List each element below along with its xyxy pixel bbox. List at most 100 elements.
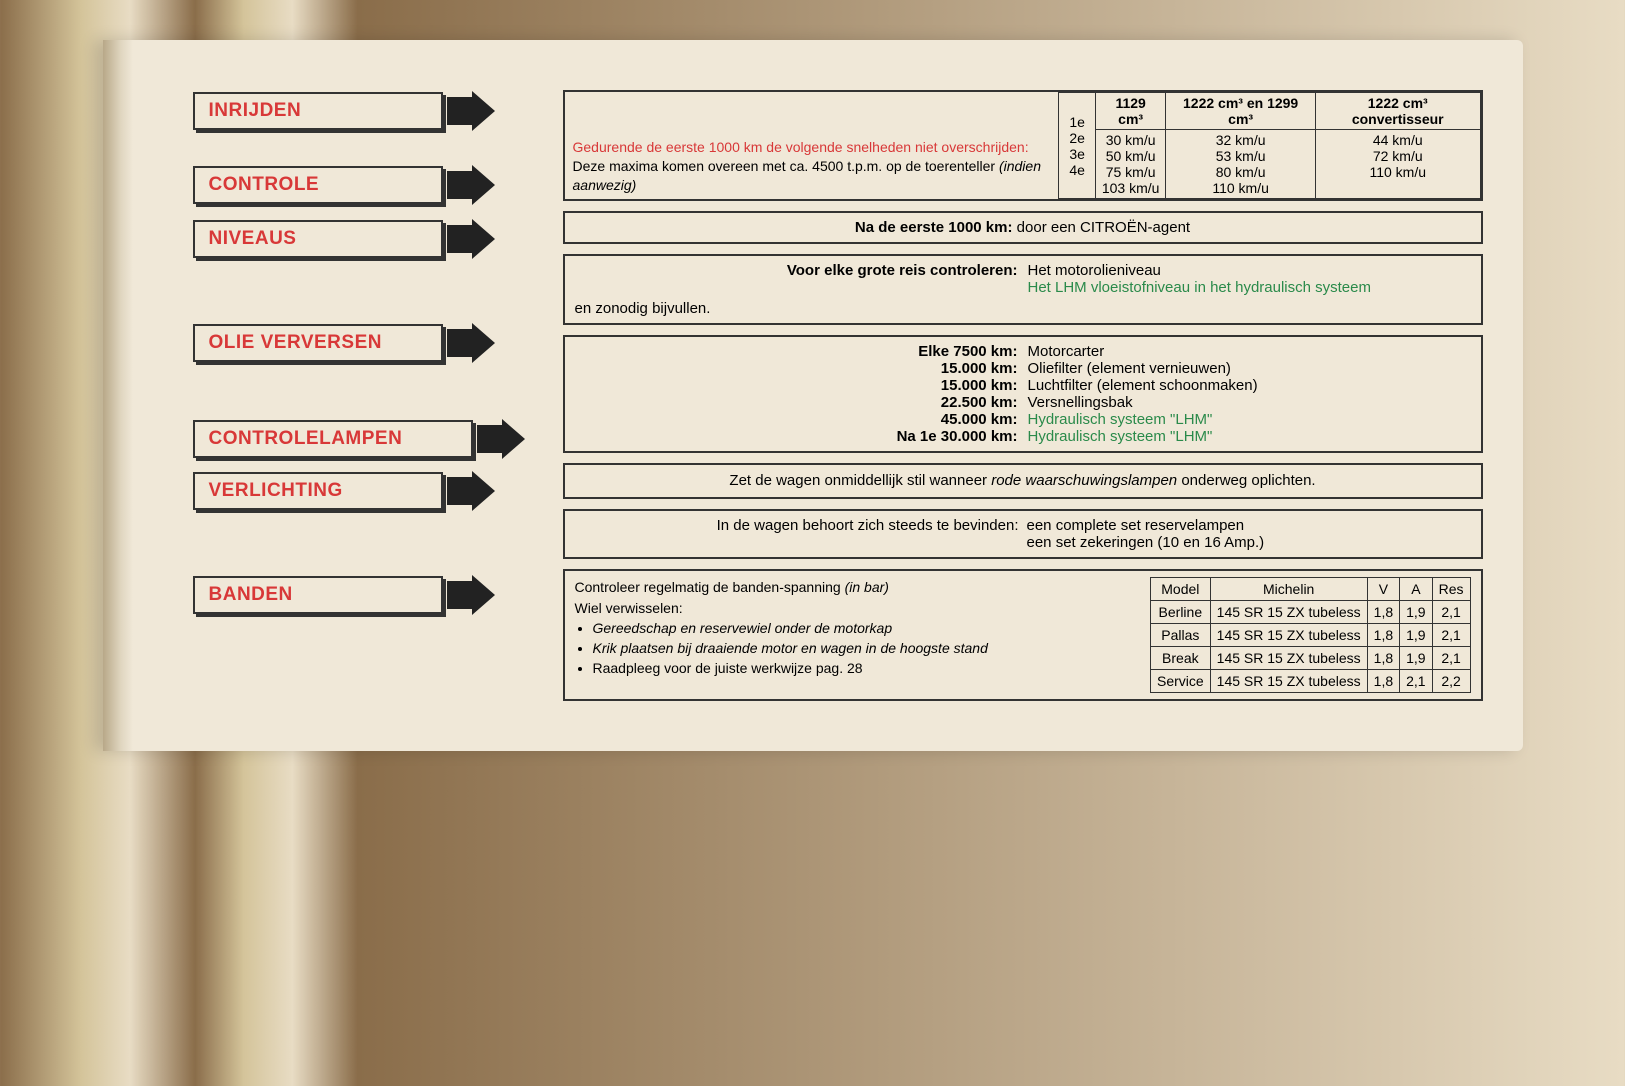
td: 1,9 [1400, 647, 1432, 670]
banden-t2: Wiel verwisselen: [575, 600, 683, 616]
tag-label: NIVEAUS [193, 220, 443, 258]
arrow-right-icon [447, 165, 497, 205]
td: 1,8 [1367, 670, 1399, 693]
td: Break [1150, 647, 1210, 670]
verlicht-item: een set zekeringen (10 en 16 Amp.) [1027, 534, 1471, 551]
left-column: INRIJDEN CONTROLE NIVEAUS [143, 90, 533, 711]
table-row: Berline 145 SR 15 ZX tubeless 1,8 1,9 2,… [1150, 601, 1470, 624]
td: 2,1 [1400, 670, 1432, 693]
td: 145 SR 15 ZX tubeless [1210, 624, 1367, 647]
tag-label: OLIE VERVERSEN [193, 324, 443, 362]
olie-txt: Hydraulisch systeem "LHM" [1028, 428, 1471, 445]
tag-verlichting: VERLICHTING [193, 470, 533, 512]
td: 2,1 [1432, 601, 1470, 624]
arrow-right-icon [447, 219, 497, 259]
speed-cell: 110 km/u [1170, 180, 1311, 196]
speed-cell: 103 km/u [1100, 180, 1161, 196]
right-column: Gedurende de eerste 1000 km de volgende … [563, 90, 1483, 711]
tag-label: VERLICHTING [193, 472, 443, 510]
tag-label: INRIJDEN [193, 92, 443, 130]
list-item: Raadpleeg voor de juiste werkwijze pag. … [593, 658, 1132, 678]
tire-table: Model Michelin V A Res Berline 145 SR 15… [1150, 577, 1471, 693]
td: 145 SR 15 ZX tubeless [1210, 647, 1367, 670]
book-spine [103, 40, 133, 751]
td: 145 SR 15 ZX tubeless [1210, 601, 1367, 624]
tag-group-3: BANDEN [193, 574, 533, 626]
tag-controle: CONTROLE [193, 164, 533, 206]
banden-t1: Controleer regelmatig de banden-spanning [575, 579, 845, 595]
olie-km: 15.000 km: [575, 377, 1018, 394]
th: Model [1150, 578, 1210, 601]
panel-olie: Elke 7500 km: Motorcarter 15.000 km: Oli… [563, 335, 1483, 453]
olie-txt: Luchtfilter (element schoonmaken) [1028, 377, 1471, 394]
list-item: Krik plaatsen bij draaiende motor en wag… [593, 638, 1132, 658]
list-item: Gereedschap en reservewiel onder de moto… [593, 618, 1132, 638]
controle-text: door een CITROËN-agent [1017, 219, 1190, 236]
col-header: 1222 cm³ en 1299 cm³ [1166, 93, 1316, 130]
tag-label: CONTROLELAMPEN [193, 420, 473, 458]
niveau-item: Het LHM vloeistofniveau in het hydraulis… [1028, 279, 1471, 296]
td: 1,9 [1400, 601, 1432, 624]
th: V [1367, 578, 1399, 601]
table-row: Gedurende de eerste 1000 km de volgende … [565, 93, 1481, 130]
gear-label: 3e [1065, 146, 1089, 162]
olie-km: 22.500 km: [575, 394, 1018, 411]
speed-cell: 72 km/u [1320, 148, 1476, 164]
tag-inrijden: INRIJDEN [193, 90, 533, 132]
olie-txt: Versnellingsbak [1028, 394, 1471, 411]
td: 1,8 [1367, 624, 1399, 647]
arrow-right-icon [447, 471, 497, 511]
olie-km: 15.000 km: [575, 360, 1018, 377]
td: 1,8 [1367, 601, 1399, 624]
panel-niveaus: Voor elke grote reis controleren: Het mo… [563, 254, 1483, 325]
td: 2,1 [1432, 647, 1470, 670]
tag-controlelampen: CONTROLELAMPEN [193, 418, 533, 460]
td: 145 SR 15 ZX tubeless [1210, 670, 1367, 693]
gear-label: 2e [1065, 130, 1089, 146]
olie-txt: Motorcarter [1028, 343, 1471, 360]
olie-km: 45.000 km: [575, 411, 1018, 428]
tag-olie: OLIE VERVERSEN [193, 322, 533, 364]
speed-cell: 75 km/u [1100, 164, 1161, 180]
arrow-right-icon [447, 575, 497, 615]
td: Pallas [1150, 624, 1210, 647]
banden-t1-ital: (in bar) [845, 579, 889, 595]
niveaus-footer: en zonodig bijvullen. [575, 300, 1471, 317]
table-row: Break 145 SR 15 ZX tubeless 1,8 1,9 2,1 [1150, 647, 1470, 670]
speed-table: Gedurende de eerste 1000 km de volgende … [565, 92, 1481, 199]
tag-group-2: OLIE VERVERSEN CONTROLELAMPEN VERLICHTIN… [193, 322, 533, 522]
verlicht-left: In de wagen behoort zich steeds te bevin… [575, 517, 1019, 551]
td: Service [1150, 670, 1210, 693]
tag-group-1: INRIJDEN CONTROLE NIVEAUS [193, 90, 533, 270]
gear-label: 4e [1065, 162, 1089, 178]
niveaus-label: Voor elke grote reis controleren: [575, 262, 1018, 296]
speed-cell: 80 km/u [1170, 164, 1311, 180]
table-row: Model Michelin V A Res [1150, 578, 1470, 601]
speed-cell: 50 km/u [1100, 148, 1161, 164]
controle-prefix: Na de eerste 1000 km: [855, 219, 1013, 236]
warning-text: Gedurende de eerste 1000 km de volgende … [573, 139, 1029, 155]
lampen-post: onderweg oplichten. [1177, 472, 1315, 489]
lampen-ital: rode waarschuwingslampen [991, 472, 1177, 489]
panel-verlichting: In de wagen behoort zich steeds te bevin… [563, 509, 1483, 559]
panel-controle: Na de eerste 1000 km: door een CITROËN-a… [563, 211, 1483, 244]
verlicht-item: een complete set reservelampen [1027, 517, 1471, 534]
panel-lampen: Zet de wagen onmiddellijk stil wanneer r… [563, 463, 1483, 499]
speed-cell: 44 km/u [1320, 132, 1476, 148]
speed-cell: 53 km/u [1170, 148, 1311, 164]
speed-cell: 30 km/u [1100, 132, 1161, 148]
th: A [1400, 578, 1432, 601]
manual-page: INRIJDEN CONTROLE NIVEAUS [103, 40, 1523, 751]
td: 1,9 [1400, 624, 1432, 647]
td: 2,1 [1432, 624, 1470, 647]
banden-text: Controleer regelmatig de banden-spanning… [575, 577, 1132, 693]
arrow-right-icon [447, 91, 497, 131]
tag-label: BANDEN [193, 576, 443, 614]
arrow-right-icon [477, 419, 527, 459]
panel-inrijden: Gedurende de eerste 1000 km de volgende … [563, 90, 1483, 201]
table-row: Pallas 145 SR 15 ZX tubeless 1,8 1,9 2,1 [1150, 624, 1470, 647]
panel-banden: Controleer regelmatig de banden-spanning… [563, 569, 1483, 701]
tag-niveaus: NIVEAUS [193, 218, 533, 260]
tag-banden: BANDEN [193, 574, 533, 616]
olie-km: Na 1e 30.000 km: [575, 428, 1018, 445]
